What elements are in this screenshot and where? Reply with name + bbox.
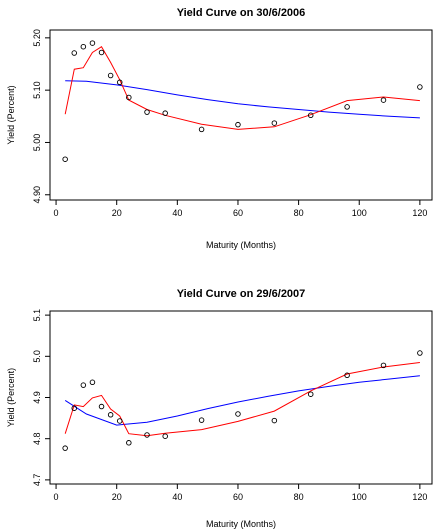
red-fit-line xyxy=(64,362,420,437)
data-point xyxy=(235,121,241,128)
x-tick-label: 120 xyxy=(412,492,427,502)
data-point xyxy=(144,432,150,438)
data-point xyxy=(198,126,205,133)
plot-frame xyxy=(49,29,433,201)
y-tick-label: 4.8 xyxy=(32,432,42,445)
data-point xyxy=(62,156,68,162)
chart-1: Yield Curve on 30/6/2006 0 20 40 60 80 100 120 4… xyxy=(6,7,433,250)
y-tick-label: 5.0 xyxy=(32,350,42,363)
x-tick-label: 120 xyxy=(412,208,427,218)
data-point xyxy=(98,49,105,56)
data-point xyxy=(198,417,205,423)
y-tick-label: 5.1 xyxy=(32,309,42,322)
chart-2: Yield Curve on 29/6/2007 0 20 40 60 80 100 120 4… xyxy=(6,288,433,529)
data-point xyxy=(380,97,387,103)
data-point xyxy=(98,403,105,410)
y-tick-label: 4.9 xyxy=(32,391,42,404)
x-tick-label: 40 xyxy=(172,492,182,502)
y-tick-label: 4.7 xyxy=(32,474,42,487)
data-point xyxy=(116,79,123,86)
x-tick-label: 60 xyxy=(233,208,243,218)
data-point xyxy=(71,50,78,56)
x-tick-label: 0 xyxy=(54,208,59,218)
plot-frame xyxy=(49,310,433,485)
data-point xyxy=(307,112,314,119)
x-axis-label: Maturity (Months) xyxy=(206,240,276,250)
data-point xyxy=(107,72,114,79)
y-tick-label: 5.10 xyxy=(32,81,42,99)
x-tick-label: 20 xyxy=(112,208,122,218)
blue-fit-line xyxy=(64,375,420,426)
data-point xyxy=(80,382,87,388)
y-tick-label: 5.00 xyxy=(32,134,42,152)
data-point xyxy=(235,411,241,417)
red-fit-line xyxy=(64,45,420,130)
x-tick-label: 80 xyxy=(294,492,304,502)
x-tick-label: 0 xyxy=(54,492,59,502)
data-point xyxy=(417,350,423,356)
data-point xyxy=(89,379,96,386)
data-point xyxy=(380,362,387,369)
y-axis-label: Yield (Percent) xyxy=(6,368,16,427)
blue-fit-line xyxy=(65,80,420,119)
data-point xyxy=(107,412,114,418)
data-point xyxy=(62,445,68,451)
data-point xyxy=(417,84,423,90)
data-point xyxy=(162,433,168,439)
data-point xyxy=(71,405,78,411)
chart-title: Yield Curve on 29/6/2007 xyxy=(177,288,306,300)
x-tick-label: 100 xyxy=(352,492,367,502)
data-point xyxy=(144,109,150,115)
data-point xyxy=(271,417,278,424)
chart-title: Yield Curve on 30/6/2006 xyxy=(177,7,306,19)
data-point xyxy=(162,110,168,116)
x-axis-label: Maturity (Months) xyxy=(206,519,276,529)
data-point xyxy=(89,40,96,46)
x-tick-label: 100 xyxy=(352,208,367,218)
data-point xyxy=(344,104,350,110)
data-point xyxy=(116,418,123,424)
x-tick-label: 20 xyxy=(112,492,122,502)
x-tick-label: 40 xyxy=(172,208,182,218)
data-point xyxy=(126,94,132,101)
data-point xyxy=(307,391,314,397)
y-tick-label: 4.90 xyxy=(32,186,42,204)
y-axis-label: Yield (Percent) xyxy=(6,85,16,144)
x-tick-label: 60 xyxy=(233,492,243,502)
data-point xyxy=(126,440,132,446)
y-tick-label: 5.20 xyxy=(32,29,42,47)
data-point xyxy=(271,120,278,126)
x-tick-label: 80 xyxy=(294,208,304,218)
data-point xyxy=(344,372,350,379)
data-point xyxy=(80,43,87,50)
